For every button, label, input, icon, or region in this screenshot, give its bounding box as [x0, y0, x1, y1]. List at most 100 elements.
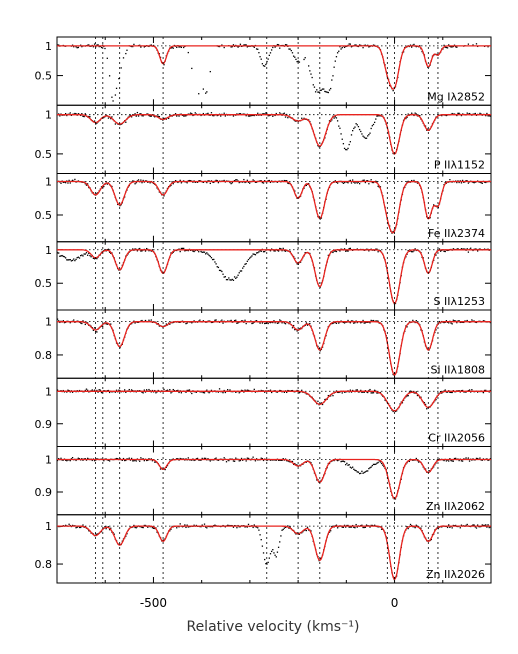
- spectrum-point: [93, 43, 96, 45]
- spectrum-point: [70, 458, 73, 460]
- spectrum-point: [71, 179, 74, 181]
- spectrum-point: [177, 458, 179, 460]
- x-tick-label: -500: [140, 596, 167, 610]
- spectrum-point: [83, 253, 85, 255]
- spectrum-point: [162, 539, 164, 542]
- spectrum-point: [450, 391, 452, 394]
- spectrum-point: [427, 66, 429, 68]
- spectrum-point: [71, 391, 74, 393]
- spectrum-point: [187, 457, 189, 459]
- spectrum-point: [107, 248, 110, 250]
- spectrum-point: [259, 534, 261, 536]
- spectrum-point: [466, 523, 468, 526]
- spectrum-point: [461, 460, 464, 462]
- spectrum-point: [223, 389, 225, 392]
- spectrum-point: [238, 181, 240, 184]
- spectrum-point: [85, 252, 88, 254]
- spectrum-point: [448, 460, 450, 462]
- spectrum-point: [172, 251, 174, 253]
- spectrum-point: [225, 461, 228, 463]
- spectrum-point: [245, 460, 247, 462]
- y-tick-label: 0.8: [35, 558, 53, 571]
- spectrum-point: [272, 321, 274, 324]
- spectrum-point: [328, 531, 331, 533]
- spectrum-point: [112, 100, 114, 102]
- spectrum-point: [166, 389, 169, 391]
- spectrum-point: [451, 323, 453, 325]
- spectrum-point: [363, 179, 365, 181]
- spectrum-point: [217, 459, 220, 461]
- spectrum-point: [333, 117, 335, 119]
- spectrum-point: [347, 182, 349, 184]
- spectrum-point: [187, 51, 189, 54]
- spectrum-point: [223, 276, 225, 278]
- spectrum-point: [324, 398, 326, 401]
- spectrum-point: [174, 113, 177, 115]
- spectrum-point: [281, 322, 283, 324]
- spectrum-point: [73, 46, 75, 48]
- spectrum-point: [306, 324, 309, 326]
- spectrum-point: [180, 247, 183, 250]
- spectrum-point: [283, 322, 286, 324]
- spectrum-point: [217, 181, 220, 184]
- spectrum-point: [232, 279, 235, 281]
- spectrum-point: [125, 459, 127, 462]
- spectrum-point: [96, 192, 98, 195]
- spectrum-point: [202, 320, 205, 322]
- spectrum-point: [409, 44, 412, 46]
- spectrum-point: [268, 54, 270, 56]
- spectrum-point: [295, 120, 297, 122]
- spectrum-point: [203, 523, 206, 525]
- spectrum-point: [357, 181, 360, 183]
- spectrum-point: [308, 182, 310, 185]
- spectrum-point: [310, 73, 312, 75]
- spectrum-point: [105, 323, 107, 325]
- spectrum-point: [179, 250, 181, 253]
- spectrum-point: [237, 322, 239, 324]
- spectrum-point: [92, 257, 95, 259]
- spectrum-point: [486, 526, 488, 528]
- spectrum-point: [231, 46, 233, 48]
- spectrum-point: [144, 250, 147, 252]
- y-tick-label: 1: [45, 109, 52, 122]
- spectrum-point: [356, 182, 358, 184]
- spectrum-point: [437, 459, 439, 461]
- spectrum-point: [485, 389, 487, 392]
- spectrum-point: [421, 50, 423, 53]
- spectrum-point: [412, 459, 414, 461]
- spectrum-point: [417, 461, 420, 463]
- spectrum-point: [114, 123, 117, 125]
- spectrum-point: [172, 183, 174, 185]
- spectrum-point: [452, 248, 454, 250]
- spectrum-point: [335, 250, 338, 253]
- spectrum-point: [141, 391, 143, 393]
- spectrum-point: [140, 250, 142, 252]
- spectrum-point: [233, 180, 236, 182]
- spectrum-point: [303, 117, 305, 119]
- spectrum-point: [453, 44, 456, 46]
- spectrum-point: [216, 266, 218, 268]
- spectrum-point: [372, 181, 375, 184]
- spectrum-point: [389, 84, 391, 87]
- spectrum-point: [176, 458, 178, 460]
- spectrum-point: [118, 77, 120, 80]
- spectrum-point: [264, 250, 266, 253]
- spectrum-point: [58, 113, 60, 115]
- spectrum-point: [356, 471, 358, 473]
- spectrum-point: [221, 319, 223, 321]
- spectrum-point: [456, 114, 458, 117]
- spectrum-point: [377, 185, 379, 187]
- spectrum-point: [341, 526, 343, 528]
- spectrum-point: [258, 251, 260, 253]
- spectrum-point: [233, 319, 236, 322]
- spectrum-point: [482, 391, 485, 394]
- spectrum-point: [128, 457, 130, 459]
- spectrum-point: [401, 402, 404, 404]
- spectrum-point: [305, 461, 308, 463]
- spectrum-point: [213, 181, 215, 184]
- spectrum-point: [70, 114, 73, 117]
- spectrum-point: [80, 322, 82, 324]
- spectrum-point: [269, 250, 272, 252]
- spectrum-point: [126, 49, 128, 51]
- spectrum-point: [141, 181, 143, 184]
